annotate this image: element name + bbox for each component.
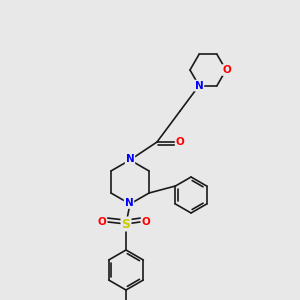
Text: N: N bbox=[124, 198, 134, 208]
Text: N: N bbox=[195, 81, 203, 91]
Text: S: S bbox=[122, 218, 130, 230]
Text: O: O bbox=[142, 217, 150, 227]
Text: N: N bbox=[126, 154, 134, 164]
Text: O: O bbox=[98, 217, 106, 227]
Text: O: O bbox=[176, 137, 184, 147]
Text: O: O bbox=[223, 65, 231, 75]
